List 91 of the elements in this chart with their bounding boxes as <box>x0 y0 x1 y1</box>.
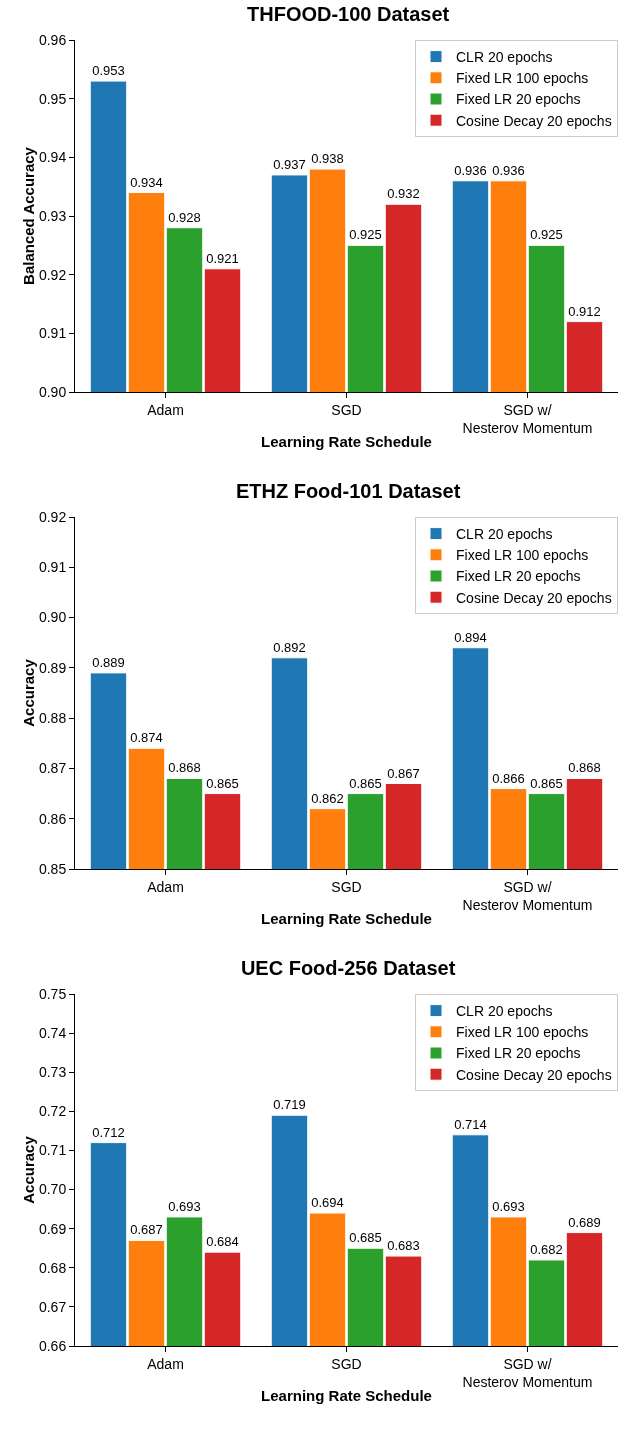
data-label: 0.865 <box>530 775 563 791</box>
data-label: 0.936 <box>492 162 525 178</box>
data-label: 0.874 <box>130 730 163 746</box>
y-tick-label: 0.66 <box>38 1337 67 1354</box>
data-label: 0.684 <box>206 1234 239 1250</box>
x-tick-label: SGD <box>331 1355 362 1372</box>
data-label: 0.682 <box>530 1241 563 1257</box>
data-label: 0.693 <box>168 1198 201 1214</box>
y-tick-label: 0.67 <box>38 1298 67 1315</box>
chart-title: UEC Food-256 Dataset <box>240 957 456 980</box>
data-label: 0.889 <box>92 654 125 670</box>
data-label: 0.938 <box>311 151 344 167</box>
y-tick-label: 0.70 <box>38 1181 67 1198</box>
y-tick-label: 0.89 <box>38 659 67 676</box>
legend-label: Cosine Decay 20 epochs <box>456 589 612 606</box>
legend-label: Fixed LR 20 epochs <box>456 91 581 108</box>
data-label: 0.712 <box>92 1124 125 1140</box>
y-tick-label: 0.73 <box>38 1064 67 1081</box>
y-tick-label: 0.68 <box>38 1259 67 1276</box>
data-label: 0.687 <box>130 1222 163 1238</box>
x-tick-label: SGD <box>331 878 362 895</box>
data-label: 0.689 <box>568 1214 601 1230</box>
y-tick-label: 0.71 <box>38 1142 67 1159</box>
data-label: 0.921 <box>206 250 239 266</box>
data-label: 0.865 <box>349 775 382 791</box>
x-axis-title: Learning Rate Schedule <box>261 910 432 927</box>
legend-label: Fixed LR 20 epochs <box>456 568 581 585</box>
legend-label: Fixed LR 20 epochs <box>456 1045 581 1062</box>
x-axis-title: Learning Rate Schedule <box>261 1387 432 1404</box>
legend-label: Cosine Decay 20 epochs <box>456 1066 612 1083</box>
x-tick-label: SGD w/ Nesterov Momentum <box>462 878 593 913</box>
y-tick-label: 0.74 <box>38 1025 67 1042</box>
y-tick-label: 0.90 <box>38 383 67 400</box>
y-axis-title: Balanced Accuracy <box>19 146 37 285</box>
x-tick-label: Adam <box>147 401 184 418</box>
data-label: 0.714 <box>454 1116 487 1132</box>
y-tick-label: 0.91 <box>38 325 67 342</box>
y-tick-label: 0.69 <box>38 1220 67 1237</box>
y-tick-label: 0.96 <box>38 31 67 48</box>
data-label: 0.937 <box>273 156 306 172</box>
y-axis-title: Accuracy <box>19 1135 37 1204</box>
data-label: 0.912 <box>568 303 601 319</box>
data-label: 0.934 <box>130 174 163 190</box>
data-label: 0.719 <box>273 1097 306 1113</box>
legend-label: CLR 20 epochs <box>456 1003 553 1020</box>
data-label: 0.865 <box>206 775 239 791</box>
y-axis-title: Accuracy <box>19 658 37 727</box>
data-label: 0.868 <box>568 760 601 776</box>
x-tick-label: SGD w/ Nesterov Momentum <box>462 1355 593 1390</box>
data-label: 0.683 <box>387 1238 420 1254</box>
y-tick-label: 0.95 <box>38 90 67 107</box>
y-tick-label: 0.94 <box>38 149 67 166</box>
data-label: 0.894 <box>454 629 487 645</box>
y-tick-label: 0.86 <box>38 810 67 827</box>
data-label: 0.862 <box>311 790 344 806</box>
data-label: 0.928 <box>168 209 201 225</box>
x-tick-label: Adam <box>147 1355 184 1372</box>
data-label: 0.693 <box>492 1198 525 1214</box>
y-tick-label: 0.87 <box>38 760 67 777</box>
x-tick-label: SGD w/ Nesterov Momentum <box>462 401 593 436</box>
legend-label: Cosine Decay 20 epochs <box>456 112 612 129</box>
y-tick-label: 0.91 <box>38 559 67 576</box>
y-tick-label: 0.75 <box>38 985 67 1002</box>
legend-label: Fixed LR 100 epochs <box>456 70 589 87</box>
y-tick-label: 0.92 <box>38 266 67 283</box>
y-tick-label: 0.72 <box>38 1103 67 1120</box>
data-label: 0.866 <box>492 770 525 786</box>
y-tick-label: 0.92 <box>38 508 67 525</box>
legend-label: CLR 20 epochs <box>456 526 553 543</box>
data-label: 0.868 <box>168 760 201 776</box>
y-tick-label: 0.90 <box>38 609 67 626</box>
data-label: 0.953 <box>92 63 125 79</box>
legend-label: CLR 20 epochs <box>456 49 553 66</box>
y-tick-label: 0.85 <box>38 860 67 877</box>
data-label: 0.932 <box>387 186 420 202</box>
x-tick-label: SGD <box>331 401 362 418</box>
legend-label: Fixed LR 100 epochs <box>456 1024 589 1041</box>
data-label: 0.685 <box>349 1230 382 1246</box>
data-label: 0.936 <box>454 162 487 178</box>
chart-title: ETHZ Food-101 Dataset <box>235 480 461 503</box>
chart-title: THFOOD-100 Dataset <box>247 3 450 26</box>
x-axis-title: Learning Rate Schedule <box>261 433 432 450</box>
data-label: 0.925 <box>349 227 382 243</box>
data-label: 0.867 <box>387 765 420 781</box>
y-tick-label: 0.93 <box>38 207 67 224</box>
data-label: 0.892 <box>273 639 306 655</box>
data-label: 0.925 <box>530 227 563 243</box>
y-tick-label: 0.88 <box>38 710 67 727</box>
x-tick-label: Adam <box>147 878 184 895</box>
legend-label: Fixed LR 100 epochs <box>456 547 589 564</box>
data-label: 0.694 <box>311 1195 344 1211</box>
